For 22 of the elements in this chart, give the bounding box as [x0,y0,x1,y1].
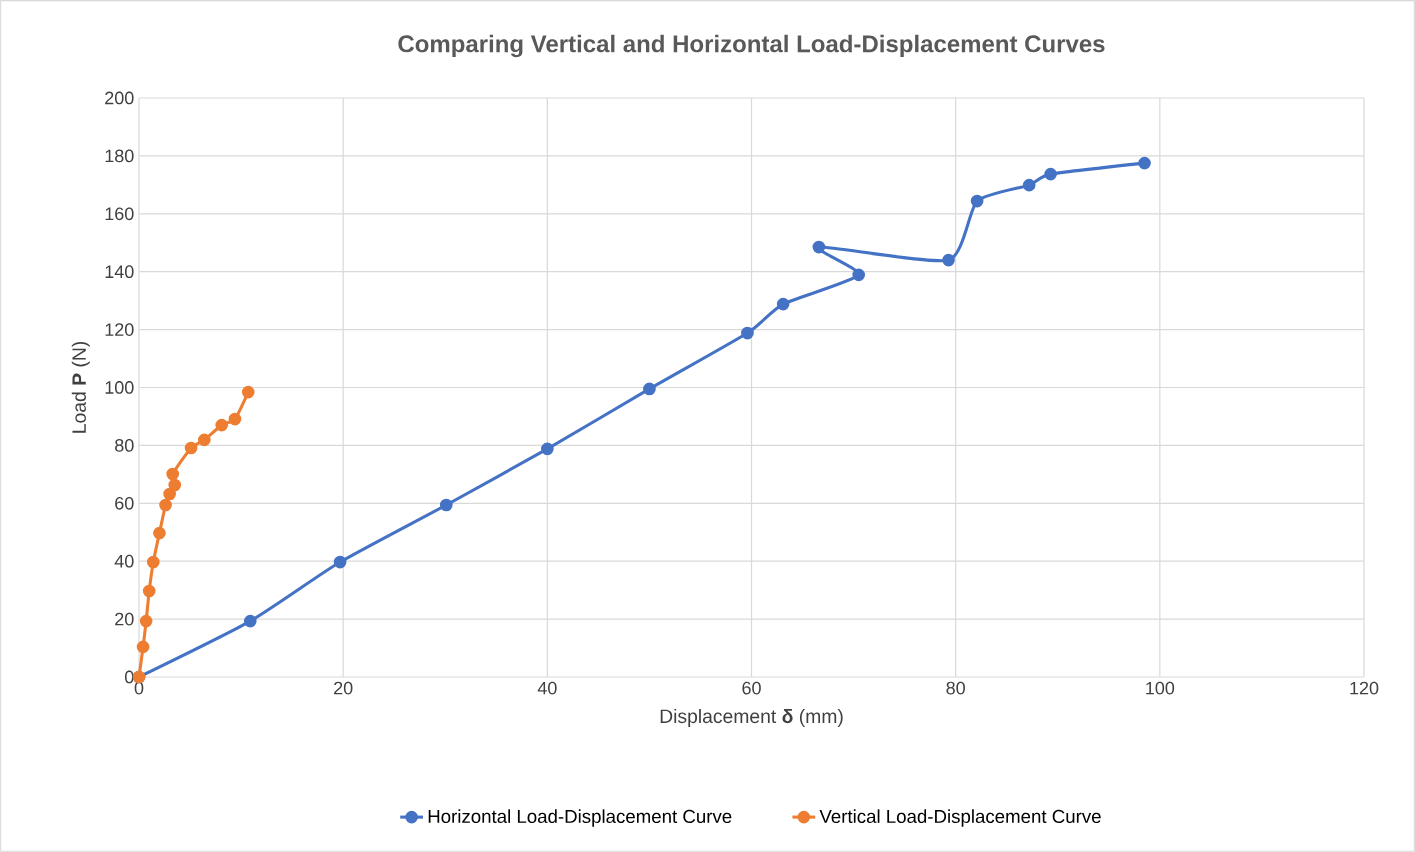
x-tick-label: 60 [742,681,761,695]
x-tick-label: 40 [537,681,557,695]
y-tick-label: 180 [105,149,134,163]
y-tick-label: 20 [115,612,134,626]
x-tick-label: 120 [1350,681,1379,695]
legend-label: Vertical Load-Displacement Curve [819,809,1101,827]
y-tick-label: 60 [115,496,134,510]
y-tick-label: 120 [105,323,134,336]
y-tick-label: 200 [105,91,134,105]
x-axis-title: Displacement δ (mm) [660,708,843,727]
x-tick-label: 100 [1146,681,1175,695]
y-tick-label: 160 [105,207,134,221]
y-tick-label: 140 [105,265,134,279]
chart-title: Comparing Vertical and Horizontal Load-Displacement Curves [398,34,1105,58]
y-axis-title: Load P (N) [71,341,90,433]
y-tick-label: 40 [114,554,134,568]
x-tick-label: 20 [334,681,353,695]
legend-label: Horizontal Load-Displacement Curve [428,809,732,827]
y-tick-label: 100 [105,381,134,394]
y-tick-label: 80 [115,439,134,452]
y-tick-label: 0 [124,670,134,684]
x-tick-label: 80 [946,681,965,695]
